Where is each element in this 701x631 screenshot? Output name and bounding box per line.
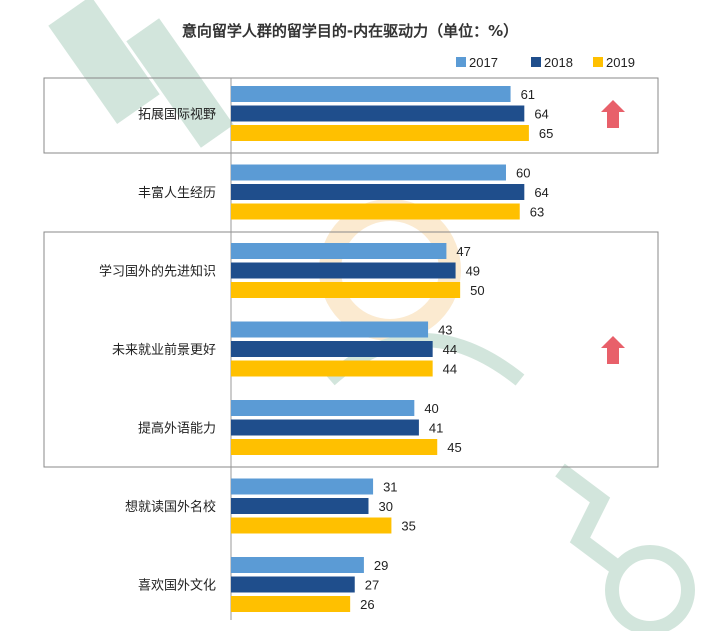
bar-2017-5 [231,478,374,495]
value-label-2019-4: 45 [447,440,461,455]
bar-2017-3 [231,321,429,338]
bar-2019-5 [231,517,392,534]
value-label-2017-1: 60 [516,166,530,181]
value-label-2019-1: 63 [530,205,544,220]
category-labels-group: 拓展国际视野丰富人生经历学习国外的先进知识未来就业前景更好提高外语能力想就读国外… [99,108,216,594]
bar-series-group [231,86,529,612]
value-label-2018-3: 44 [443,342,457,357]
trend-arrows-group [601,100,625,364]
bar-2017-0 [231,86,511,102]
bar-2019-6 [231,596,351,612]
bar-2017-1 [231,164,506,181]
bar-2018-1 [231,184,525,200]
value-label-2017-6: 29 [374,558,388,573]
value-label-2018-1: 64 [534,185,548,200]
category-label-2: 学习国外的先进知识 [99,264,216,280]
bar-2019-4 [231,439,438,455]
bar-2019-1 [231,203,520,220]
chart-title: 意向留学人群的留学目的-内在驱动力（单位：%） [182,22,518,40]
highlight-boxes [43,77,659,468]
legend-swatch-2017 [456,57,466,67]
category-label-6: 喜欢国外文化 [138,579,216,594]
value-label-2019-3: 44 [443,362,457,377]
watermark-block [126,18,234,148]
legend-swatch-2019 [593,57,603,67]
value-label-2019-0: 65 [539,126,553,141]
legend-label-2019: 2019 [606,55,635,70]
bar-2019-2 [231,282,461,298]
bar-2019-0 [231,125,529,141]
bar-2018-3 [231,341,433,357]
watermark-seal-ring [605,545,695,631]
category-label-0: 拓展国际视野 [138,108,216,123]
legend-label-2018: 2018 [544,55,573,70]
legend-label-2017: 2017 [469,55,498,70]
bar-2018-5 [231,498,369,514]
bar-2019-3 [231,360,433,377]
legend: 2017 2018 2019 [456,55,635,70]
category-label-5: 想就读国外名校 [125,499,216,515]
category-label-4: 提高外语能力 [138,421,216,437]
category-label-1: 丰富人生经历 [138,185,216,201]
value-label-2018-4: 41 [429,421,443,436]
value-label-2018-2: 49 [466,264,480,279]
up-arrow-icon [601,100,625,128]
category-label-3: 未来就业前景更好 [112,342,216,358]
bar-2018-0 [231,105,525,122]
bar-2018-6 [231,576,355,593]
watermark-block [48,0,160,125]
value-label-2017-4: 40 [424,401,438,416]
highlight-box-2 [43,231,659,468]
legend-swatch-2018 [531,57,541,67]
value-label-2018-6: 27 [365,578,379,593]
bar-2017-4 [231,400,415,416]
watermark-seal [555,463,625,577]
value-label-2018-0: 64 [534,107,548,122]
highlight-box-1 [43,77,659,154]
value-label-2017-5: 31 [383,480,397,495]
value-labels-group: 61 64 65 60 64 63 47 49 50 43 44 44 40 41 45 31 30 35 29 27… [360,87,553,612]
bar-2017-6 [231,557,364,573]
value-label-2019-6: 26 [360,597,374,612]
bar-2018-2 [231,262,456,279]
value-label-2017-3: 43 [438,323,452,338]
bar-2018-4 [231,419,419,436]
value-label-2018-5: 30 [378,499,392,514]
value-label-2019-5: 35 [401,519,415,534]
value-label-2019-2: 50 [470,283,484,298]
value-label-2017-0: 61 [521,87,535,102]
value-label-2017-2: 47 [456,244,470,259]
bar-2017-2 [231,243,447,259]
up-arrow-icon [601,336,625,364]
